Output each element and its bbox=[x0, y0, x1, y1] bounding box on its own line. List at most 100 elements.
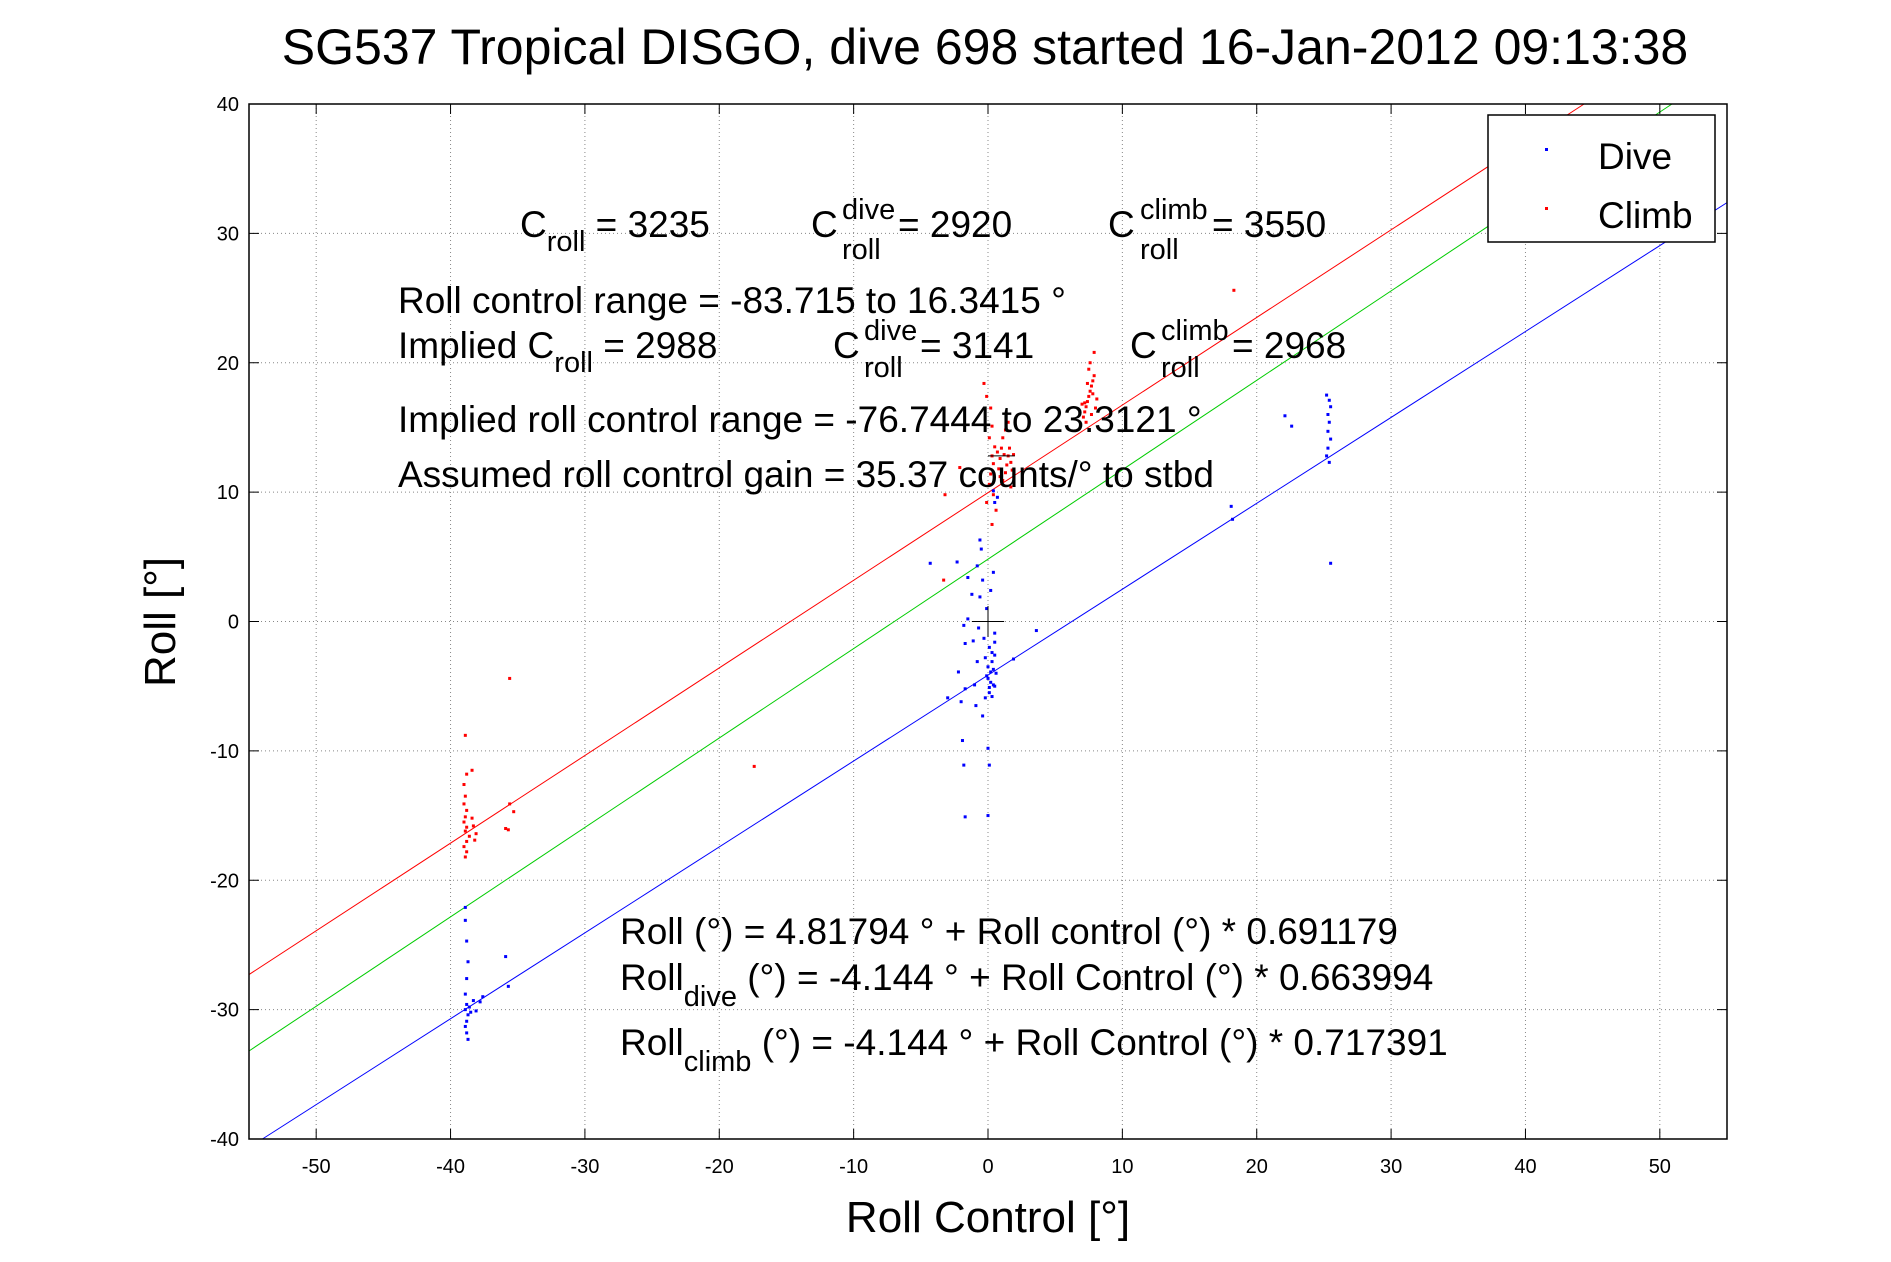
data-point-dive bbox=[978, 538, 982, 542]
svg-text:= 3141: = 3141 bbox=[920, 325, 1034, 366]
data-point-dive bbox=[975, 660, 979, 664]
x-tick-label: 50 bbox=[1649, 1156, 1671, 1178]
roll-control-range-text: Roll control range = -83.715 to 16.3415 … bbox=[398, 280, 1066, 321]
data-point-dive bbox=[1325, 454, 1329, 458]
data-point-dive bbox=[960, 739, 964, 743]
data-point-dive bbox=[990, 695, 994, 699]
x-tick-label: -20 bbox=[705, 1156, 734, 1178]
data-point-climb bbox=[943, 493, 947, 497]
data-point-dive bbox=[989, 670, 993, 674]
data-point-climb bbox=[471, 824, 475, 828]
data-point-dive bbox=[986, 665, 990, 669]
data-point-dive bbox=[1012, 657, 1016, 661]
svg-text:C: C bbox=[1130, 325, 1157, 366]
legend-marker-dive bbox=[1545, 148, 1548, 151]
data-point-dive bbox=[989, 588, 993, 592]
data-point-climb bbox=[1095, 397, 1099, 401]
data-point-dive bbox=[963, 641, 967, 645]
legend: Dive Climb bbox=[1487, 114, 1716, 243]
data-point-climb bbox=[752, 764, 756, 768]
data-point-dive bbox=[990, 660, 994, 664]
gain-text: Assumed roll control gain = 35.37 counts… bbox=[398, 454, 1214, 495]
data-point-climb bbox=[1006, 420, 1010, 424]
data-point-climb bbox=[508, 802, 512, 806]
data-point-dive bbox=[1326, 429, 1330, 433]
legend-label-dive: Dive bbox=[1598, 136, 1672, 177]
data-point-climb bbox=[512, 810, 516, 814]
data-point-climb bbox=[465, 839, 469, 843]
data-point-climb bbox=[1003, 471, 1007, 475]
data-point-dive bbox=[471, 999, 475, 1003]
data-point-climb bbox=[463, 815, 467, 819]
data-point-climb bbox=[470, 816, 474, 820]
data-point-climb bbox=[1080, 402, 1084, 406]
y-tick-label: -30 bbox=[210, 1000, 239, 1022]
data-point-climb bbox=[506, 828, 510, 832]
data-point-dive bbox=[987, 691, 991, 695]
data-point-climb bbox=[1012, 453, 1016, 457]
data-point-dive bbox=[959, 700, 963, 704]
data-point-climb bbox=[467, 834, 471, 838]
data-point-climb bbox=[1009, 485, 1013, 489]
data-point-dive bbox=[465, 1002, 469, 1006]
data-point-climb bbox=[1089, 384, 1093, 388]
data-point-dive bbox=[465, 1019, 469, 1023]
data-point-climb bbox=[995, 450, 999, 454]
data-point-dive bbox=[993, 653, 997, 657]
data-point-climb bbox=[463, 855, 467, 859]
data-point-dive bbox=[983, 656, 987, 660]
data-point-dive bbox=[973, 683, 977, 687]
svg-text:climb: climb bbox=[1161, 315, 1229, 347]
svg-text:roll: roll bbox=[864, 352, 903, 384]
data-point-dive bbox=[467, 1005, 471, 1009]
y-tick-label: -20 bbox=[210, 870, 239, 892]
y-tick-label: 40 bbox=[217, 94, 239, 116]
data-point-climb bbox=[1081, 415, 1085, 419]
legend-box bbox=[1487, 114, 1716, 243]
svg-text:roll: roll bbox=[1161, 352, 1200, 384]
data-point-climb bbox=[999, 446, 1003, 450]
data-point-dive bbox=[946, 696, 950, 700]
x-axis-label: Roll Control [°] bbox=[846, 1193, 1130, 1242]
data-point-climb bbox=[1001, 436, 1005, 440]
data-point-climb bbox=[1010, 468, 1014, 472]
svg-text:roll: roll bbox=[842, 234, 881, 266]
svg-text:C: C bbox=[1108, 204, 1135, 245]
svg-text:= 2920: = 2920 bbox=[898, 204, 1012, 245]
data-point-dive bbox=[1326, 446, 1330, 450]
data-point-dive bbox=[1326, 413, 1330, 416]
data-point-climb bbox=[1009, 460, 1013, 464]
y-tick-label: -40 bbox=[210, 1129, 239, 1151]
y-tick-label: 20 bbox=[217, 353, 239, 375]
data-point-dive bbox=[478, 1000, 482, 1004]
data-point-dive bbox=[466, 960, 470, 964]
data-point-dive bbox=[990, 651, 994, 655]
data-point-climb bbox=[462, 802, 466, 806]
x-tick-label: 40 bbox=[1514, 1156, 1536, 1178]
data-point-climb bbox=[465, 808, 469, 812]
data-point-dive bbox=[979, 547, 983, 551]
implied-range-text: Implied roll control range = -76.7444 to… bbox=[398, 399, 1202, 440]
data-point-climb bbox=[1087, 394, 1091, 398]
data-point-climb bbox=[942, 578, 946, 582]
data-point-dive bbox=[991, 667, 995, 671]
grid-lines bbox=[249, 103, 1727, 1140]
data-point-climb bbox=[1085, 381, 1089, 385]
data-point-climb bbox=[991, 462, 995, 466]
data-point-dive bbox=[993, 500, 997, 504]
data-point-climb bbox=[463, 733, 467, 737]
data-point-climb bbox=[987, 482, 991, 486]
data-point-dive bbox=[991, 489, 995, 493]
data-point-climb bbox=[958, 466, 962, 470]
data-point-climb bbox=[504, 827, 508, 830]
data-point-dive bbox=[1329, 437, 1333, 441]
implied-c-roll-text: Implied Croll = 2988 bbox=[398, 325, 717, 379]
legend-label-climb: Climb bbox=[1598, 195, 1693, 236]
data-point-dive bbox=[986, 676, 990, 680]
data-point-climb bbox=[989, 472, 993, 476]
data-point-climb bbox=[994, 508, 998, 512]
data-point-dive bbox=[987, 685, 991, 689]
fit-line bbox=[248, 103, 1673, 1052]
data-point-dive bbox=[1034, 629, 1038, 633]
data-point-climb bbox=[1083, 410, 1087, 414]
